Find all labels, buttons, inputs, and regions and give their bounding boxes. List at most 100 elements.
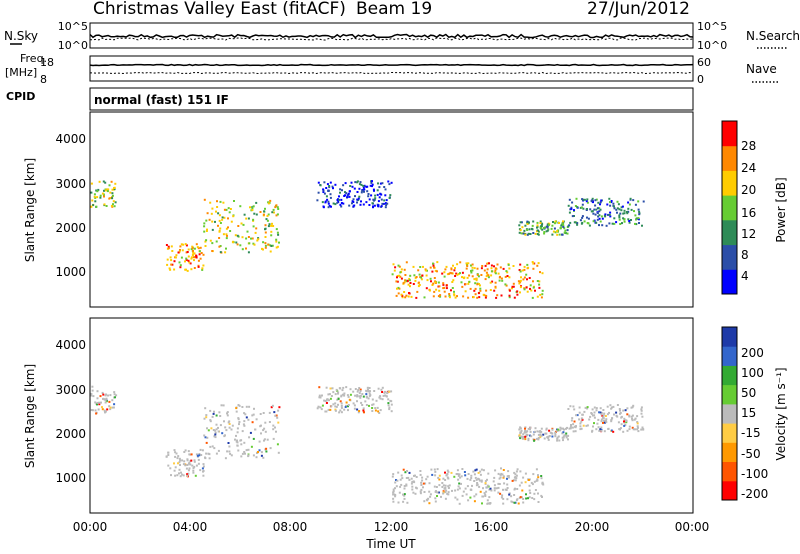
heatmap-cell <box>342 202 345 205</box>
heatmap-cell <box>538 286 541 289</box>
heatmap-cell <box>556 439 559 442</box>
heatmap-cell <box>565 434 568 437</box>
heatmap-cell <box>526 263 529 266</box>
heatmap-cell <box>484 493 487 496</box>
heatmap-cell <box>529 492 532 494</box>
heatmap-cell <box>348 204 351 207</box>
heatmap-cell <box>352 402 355 405</box>
heatmap-cell <box>351 202 353 205</box>
heatmap-cell <box>516 468 519 471</box>
cpid-label: CPID <box>6 90 35 103</box>
heatmap-cell <box>253 212 256 215</box>
heatmap-cell <box>339 409 342 412</box>
heatmap-cell <box>405 279 408 282</box>
heatmap-cell <box>362 395 365 398</box>
heatmap-cell <box>383 199 386 202</box>
heatmap-cell <box>590 412 593 415</box>
heatmap-cell <box>359 390 362 393</box>
heatmap-cell <box>235 434 237 437</box>
heatmap-cell <box>378 186 381 189</box>
heatmap-cell <box>253 407 255 410</box>
heatmap-cell <box>511 287 513 290</box>
heatmap-cell <box>357 197 360 200</box>
heatmap-cell <box>608 222 611 225</box>
heatmap-cell <box>462 490 465 493</box>
heatmap-cell <box>225 208 228 211</box>
heatmap-cell <box>634 222 636 225</box>
heatmap-cell <box>327 393 330 396</box>
heatmap-cell <box>488 488 491 491</box>
heatmap-cell <box>330 205 332 208</box>
heatmap-cell <box>613 205 615 208</box>
heatmap-cell <box>277 409 280 412</box>
heatmap-cell <box>198 250 201 253</box>
colorbar-swatch <box>722 384 737 405</box>
heatmap-cell <box>344 182 347 185</box>
heatmap-cell <box>394 495 397 498</box>
heatmap-cell <box>388 197 391 199</box>
heatmap-cell <box>192 251 195 254</box>
heatmap-cell <box>379 182 382 185</box>
heatmap-cell <box>228 445 231 448</box>
heatmap-cell <box>377 182 379 185</box>
heatmap-cell <box>470 477 473 479</box>
heatmap-cell <box>511 479 514 482</box>
heatmap-cell <box>593 422 595 425</box>
heatmap-cell <box>96 401 99 404</box>
heatmap-cell <box>200 252 203 254</box>
heatmap-cell <box>496 263 499 266</box>
heatmap-cell <box>370 194 373 197</box>
heatmap-cell <box>426 269 428 272</box>
heatmap-cell <box>470 269 472 272</box>
heatmap-cell <box>245 217 248 220</box>
heatmap-cell <box>196 246 199 249</box>
heatmap-cell <box>323 192 326 195</box>
heatmap-cell <box>399 275 402 278</box>
heatmap-cell <box>187 259 190 262</box>
heatmap-cell <box>317 191 320 194</box>
vel-ytick-2000: 2000 <box>55 427 86 441</box>
heatmap-cell <box>353 187 356 190</box>
heatmap-cell <box>507 263 510 266</box>
heatmap-cell <box>227 442 230 444</box>
heatmap-cell <box>457 273 460 275</box>
heatmap-cell <box>435 288 438 291</box>
beam-label: Beam 19 <box>356 0 432 19</box>
heatmap-cell <box>223 435 226 438</box>
heatmap-cell <box>578 406 581 409</box>
heatmap-cell <box>186 473 189 476</box>
heatmap-cell <box>515 474 518 477</box>
heatmap-cell <box>609 215 612 218</box>
heatmap-cell <box>344 406 347 408</box>
heatmap-cell <box>266 219 269 222</box>
heatmap-cell <box>399 478 402 481</box>
heatmap-cell <box>371 403 374 406</box>
heatmap-cell <box>203 222 206 225</box>
heatmap-cell <box>625 419 628 422</box>
heatmap-cell <box>420 484 423 486</box>
heatmap-cell <box>458 482 461 485</box>
heatmap-cell <box>220 404 223 407</box>
heatmap-cell <box>349 393 352 396</box>
heatmap-cell <box>508 276 511 279</box>
freq-strip: Freq. [MHz] 18 8 60 0 Nave <box>5 52 778 86</box>
heatmap-cell <box>243 420 246 423</box>
heatmap-cell <box>512 479 515 482</box>
heatmap-cell <box>497 491 500 494</box>
heatmap-cell <box>107 188 110 191</box>
heatmap-cell <box>398 274 401 277</box>
nsky-strip: N.Sky 10^5 10^0 10^5 10^0 N.Search <box>4 20 800 52</box>
heatmap-cell <box>526 223 529 225</box>
heatmap-cell <box>623 417 626 420</box>
heatmap-cell <box>92 395 95 398</box>
heatmap-cell <box>572 430 575 433</box>
heatmap-cell <box>423 491 426 493</box>
heatmap-cell <box>271 404 274 407</box>
heatmap-cell <box>252 242 255 245</box>
heatmap-cell <box>642 428 645 431</box>
heatmap-cell <box>576 414 579 417</box>
heatmap-cell <box>219 251 222 254</box>
heatmap-cell <box>502 469 505 471</box>
heatmap-cell <box>396 287 398 290</box>
heatmap-cell <box>167 247 170 250</box>
